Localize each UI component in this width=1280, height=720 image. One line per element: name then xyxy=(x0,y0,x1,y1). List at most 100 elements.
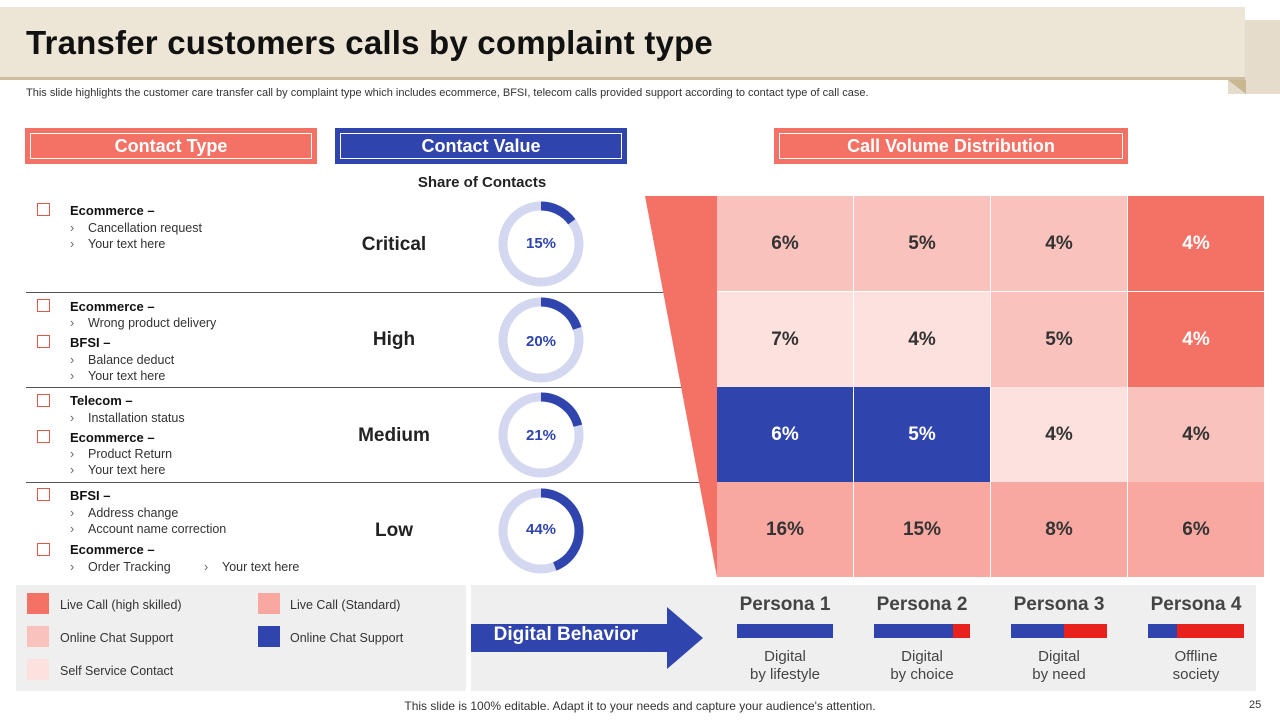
row-divider xyxy=(26,387,696,388)
row-checkbox[interactable] xyxy=(37,430,50,443)
persona-title: Persona 2 xyxy=(876,594,968,615)
legend-label: Online Chat Support xyxy=(60,631,174,645)
row-checkbox[interactable] xyxy=(37,299,50,312)
distribution-cell: 4% xyxy=(991,387,1127,482)
distribution-cell: 5% xyxy=(991,292,1127,387)
persona-desc: Offline society xyxy=(1131,648,1261,684)
category-label: Ecommerce – xyxy=(70,203,155,218)
header-contact-value-label: Contact Value xyxy=(421,135,541,156)
persona-desc-line: by lifestyle xyxy=(749,666,821,683)
persona-bar xyxy=(1011,624,1107,638)
list-item-label: Balance deduct xyxy=(88,353,175,367)
distribution-cell: 6% xyxy=(717,196,853,291)
header-distribution-label: Call Volume Distribution xyxy=(847,135,1055,156)
distribution-cell: 6% xyxy=(1128,482,1264,577)
row-checkbox[interactable] xyxy=(37,543,50,556)
row-checkbox[interactable] xyxy=(37,335,50,348)
category-label: Telecom – xyxy=(70,393,133,408)
persona-title: Persona 1 xyxy=(739,594,831,615)
donut-value: 21% xyxy=(525,427,557,444)
donut-medium xyxy=(498,392,584,478)
category-label: Ecommerce – xyxy=(70,430,155,445)
list-item-label: Order Tracking xyxy=(88,560,171,574)
donut-value: 44% xyxy=(525,521,557,538)
list-item-label: Your text here xyxy=(222,560,300,574)
distribution-cell: 4% xyxy=(854,292,990,387)
list-item: › Your text here xyxy=(70,237,166,251)
level-critical: Critical xyxy=(361,234,427,255)
persona-desc-line: Offline xyxy=(1174,648,1218,665)
list-item: › Your text here xyxy=(70,369,166,383)
row-checkbox[interactable] xyxy=(37,488,50,501)
list-item: › Balance deduct xyxy=(70,353,175,367)
donut-value: 15% xyxy=(525,235,557,252)
persona-bar xyxy=(737,624,833,638)
donut-low xyxy=(498,488,584,574)
persona-desc-line: by need xyxy=(1032,666,1086,683)
distribution-cell: 16% xyxy=(717,482,853,577)
title-banner xyxy=(0,7,1245,80)
footer-note: This slide is 100% editable. Adapt it to… xyxy=(404,699,876,713)
funnel-wedge xyxy=(645,196,717,577)
legend-swatch xyxy=(27,659,49,680)
list-item: › Your text here xyxy=(204,560,300,574)
legend-swatch xyxy=(27,626,49,647)
list-item: › Address change xyxy=(70,506,179,520)
persona-desc-line: by choice xyxy=(890,666,954,683)
list-item: › Cancellation request xyxy=(70,221,202,235)
distribution-cell: 4% xyxy=(991,196,1127,291)
header-contact-type: Contact Type xyxy=(25,128,317,164)
header-distribution: Call Volume Distribution xyxy=(774,128,1128,164)
donut-value: 20% xyxy=(525,333,557,350)
page-subtitle: This slide highlights the customer care … xyxy=(26,87,869,99)
list-item-label: Your text here xyxy=(88,237,166,251)
persona-bar xyxy=(874,624,970,638)
legend xyxy=(16,585,466,691)
list-item-label: Your text here xyxy=(88,369,166,383)
legend-label: Online Chat Support xyxy=(290,631,404,645)
category-label: Ecommerce – xyxy=(70,542,155,557)
list-item: › Order Tracking xyxy=(70,560,171,574)
list-item: › Your text here xyxy=(70,463,166,477)
row-divider xyxy=(26,482,701,483)
persona-title: Persona 4 xyxy=(1150,594,1242,615)
header-contact-value: Contact Value xyxy=(335,128,627,164)
row-checkbox[interactable] xyxy=(37,394,50,407)
legend-label: Self Service Contact xyxy=(60,664,174,678)
list-item-label: Account name correction xyxy=(88,522,227,536)
persona-bar xyxy=(1148,624,1244,638)
list-item-label: Product Return xyxy=(88,447,173,461)
page-title: Transfer customers calls by complaint ty… xyxy=(26,24,713,61)
distribution-cell: 15% xyxy=(854,482,990,577)
list-item-label: Cancellation request xyxy=(88,221,202,235)
legend-swatch xyxy=(27,593,49,614)
distribution-cell: 8% xyxy=(991,482,1127,577)
row-checkbox[interactable] xyxy=(37,203,50,216)
level-high: High xyxy=(372,329,416,350)
distribution-cell: 5% xyxy=(854,196,990,291)
donut-critical xyxy=(498,201,584,287)
list-item: › Wrong product delivery xyxy=(70,316,217,330)
distribution-cell: 4% xyxy=(1128,387,1264,482)
donut-high xyxy=(498,297,584,383)
row-divider xyxy=(26,292,666,293)
list-item: › Account name correction xyxy=(70,522,227,536)
category-label: BFSI – xyxy=(70,335,111,350)
legend-label: Live Call (Standard) xyxy=(290,598,401,612)
persona-desc: Digital by need xyxy=(994,648,1124,684)
list-item: › Product Return xyxy=(70,447,173,461)
legend-swatch xyxy=(258,593,280,614)
list-item: › Installation status xyxy=(70,411,185,425)
title-banner-fold xyxy=(1228,80,1246,94)
persona-desc-line: Digital xyxy=(901,648,943,665)
persona-desc: Digital by choice xyxy=(857,648,987,684)
distribution-cell: 4% xyxy=(1128,292,1264,387)
persona-desc: Digital by lifestyle xyxy=(720,648,850,684)
digital-behavior-label: Digital Behavior xyxy=(493,624,639,645)
distribution-cell: 4% xyxy=(1128,196,1264,291)
persona-title: Persona 3 xyxy=(1013,594,1105,615)
share-of-contacts-label: Share of Contacts xyxy=(417,174,547,191)
persona-desc-line: Digital xyxy=(764,648,806,665)
list-item-label: Wrong product delivery xyxy=(88,316,217,330)
list-item-label: Address change xyxy=(88,506,179,520)
